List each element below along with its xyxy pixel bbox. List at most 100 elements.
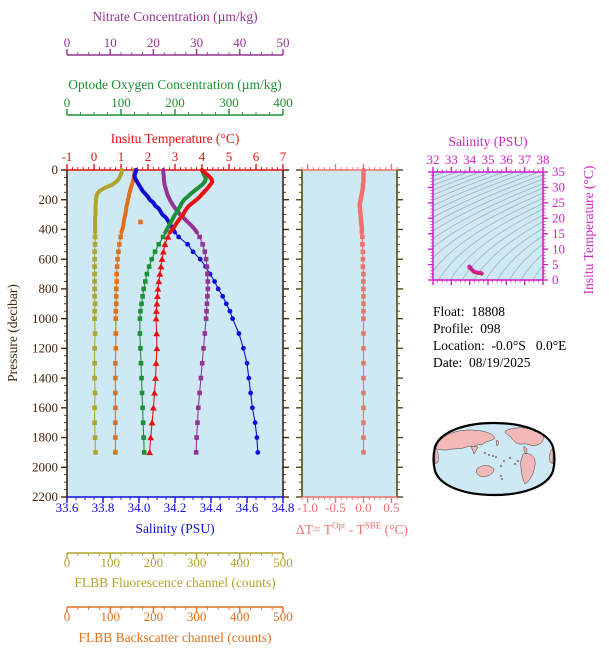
- ts-salinity-axis-title: Salinity (PSU): [448, 134, 528, 149]
- delta-t-panel: -1.0 -0.5 0.0 0.5: [296, 164, 403, 515]
- tick-label: 400: [230, 555, 250, 570]
- location-line: Location: -0.0°S 0.0°E: [433, 338, 567, 353]
- tick-label: 0.0: [355, 500, 371, 515]
- temperature-axis-title: Insitu Temperature (°C): [110, 131, 240, 146]
- density-contours: [433, 172, 543, 280]
- ts-temperature-axis-title: Insitu Temperature (°C): [581, 165, 596, 295]
- tick-label: 38: [537, 152, 550, 167]
- tick-label: 2: [145, 149, 152, 164]
- delta-t-sup-sbe: SBE: [364, 520, 382, 531]
- tick-label: 0: [64, 35, 71, 50]
- tick-label: 0.5: [383, 500, 399, 515]
- tick-label: 300: [187, 555, 207, 570]
- pressure-axis-title: Pressure (decibar): [5, 284, 20, 382]
- tick-label: 0: [52, 162, 59, 177]
- tick-label: 50: [277, 35, 290, 50]
- tick-label: -1.0: [297, 500, 318, 515]
- tick-label: 30: [552, 180, 565, 195]
- tick-label: 20: [552, 210, 565, 225]
- profile-curves: [92, 168, 261, 456]
- tick-label: 0: [64, 555, 71, 570]
- tick-label: -0.5: [325, 500, 346, 515]
- tick-label: 10: [104, 35, 117, 50]
- tick-label: 100: [100, 609, 120, 624]
- tick-label: 300: [187, 609, 207, 624]
- oxygen-axis-title: Optode Oxygen Concentration (µm/kg): [68, 77, 282, 92]
- tick-label: 800: [39, 281, 59, 296]
- tick-label: 20: [147, 35, 160, 50]
- tick-label: 1000: [32, 311, 58, 326]
- series-flbb-fluorescence: [92, 168, 124, 455]
- tick-label: 1800: [32, 430, 58, 445]
- delta-t-label-part: - T: [345, 521, 365, 537]
- series-optode-oxygen: [137, 168, 208, 455]
- tick-label: 0: [64, 609, 71, 624]
- tick-label: 5: [226, 149, 233, 164]
- map-landmasses: [434, 425, 554, 485]
- tick-label: 100: [100, 555, 120, 570]
- tick-label: 40: [233, 35, 246, 50]
- tick-label: 35: [552, 164, 565, 179]
- backscatter-axis-title: FLBB Backscatter channel (counts): [78, 630, 272, 645]
- tick-label: 1400: [32, 370, 58, 385]
- tick-label: 33: [445, 152, 458, 167]
- tick-label: 200: [39, 192, 59, 207]
- tick-label: 36: [500, 152, 514, 167]
- series-nitrate: [161, 168, 211, 455]
- tick-label: 34: [463, 152, 477, 167]
- tick-label: 33.6: [56, 500, 79, 515]
- tick-label: 15: [552, 226, 565, 241]
- tick-label: -1: [62, 149, 73, 164]
- tick-label: 200: [144, 555, 164, 570]
- tick-label: 34.2: [164, 500, 187, 515]
- tick-label: 100: [111, 95, 131, 110]
- tick-label: 10: [552, 241, 565, 256]
- float-info-block: Float: 18808 Profile: 098 Location: -0.0…: [433, 303, 566, 371]
- tick-label: 300: [219, 95, 239, 110]
- ts-track: [467, 264, 484, 276]
- tick-label: 5: [552, 257, 559, 272]
- tick-label: 0: [552, 272, 559, 287]
- date-line: Date: 08/19/2025: [433, 355, 531, 370]
- series-flbb-backscatter: [113, 168, 143, 455]
- float-id-line: Float: 18808: [433, 304, 506, 319]
- tick-label: 30: [190, 35, 203, 50]
- tick-label: 7: [280, 149, 287, 164]
- delta-t-label-part: ΔT= T: [296, 521, 332, 537]
- main-plot-axes: 0200400600800100012001400160018002000220…: [32, 35, 294, 624]
- nitrate-axis-title: Nitrate Concentration (µm/kg): [92, 9, 258, 24]
- fluorescence-axis-title: FLBB Fluorescence channel (counts): [74, 575, 276, 590]
- delta-t-sup-opt: Opt: [331, 520, 346, 531]
- tick-label: 33.8: [92, 500, 115, 515]
- tick-label: 500: [273, 555, 293, 570]
- tick-label: 6: [253, 149, 260, 164]
- tick-label: 1200: [32, 341, 58, 356]
- tick-label: 500: [273, 609, 293, 624]
- tick-label: 600: [39, 251, 59, 266]
- world-map: [432, 421, 556, 497]
- tick-label: 34.6: [236, 500, 259, 515]
- tick-label: 35: [482, 152, 495, 167]
- salinity-axis-title: Salinity (PSU): [135, 521, 215, 536]
- tick-label: 32: [427, 152, 440, 167]
- delta-t-label-part: (°C): [381, 521, 408, 537]
- tick-label: 25: [552, 195, 565, 210]
- tick-label: 1: [118, 149, 125, 164]
- tick-label: 0: [64, 95, 71, 110]
- tick-label: 34.0: [128, 500, 151, 515]
- tick-label: 34.4: [200, 500, 223, 515]
- tick-label: 3: [172, 149, 179, 164]
- profile-number-line: Profile: 098: [433, 321, 501, 336]
- tick-label: 0: [91, 149, 98, 164]
- tick-label: 4: [199, 149, 206, 164]
- delta-t-axis-title: ΔT= TOpt - TSBE (°C): [296, 520, 408, 538]
- tick-label: 2000: [32, 459, 58, 474]
- tick-label: 37: [518, 152, 532, 167]
- tick-label: 1600: [32, 400, 58, 415]
- tick-label: 200: [165, 95, 185, 110]
- tick-label: 2200: [32, 489, 58, 504]
- tick-label: 34.8: [272, 500, 295, 515]
